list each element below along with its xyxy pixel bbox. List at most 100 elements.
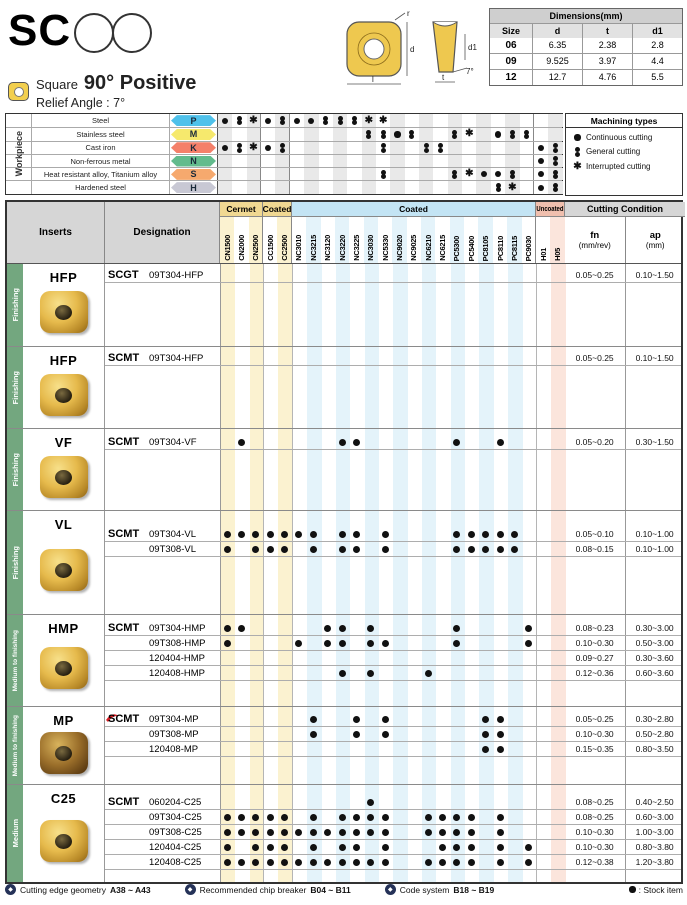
workpiece-material-label: Stainless steel (32, 128, 170, 141)
dimensions-table: Dimensions(mm) Size d t d1 06 6.35 2.38 2.8 09 9… (489, 8, 683, 86)
stock-dot-cell (450, 795, 464, 809)
stock-dot-cell (522, 712, 536, 726)
stock-dot-cell (249, 542, 263, 556)
stock-dot-cell (349, 666, 363, 680)
stock-dot-cell (550, 527, 564, 541)
workpiece-grade-cell (218, 154, 233, 168)
general-cutting-symbol (409, 129, 415, 140)
continuous-cutting-dot (238, 530, 246, 538)
insert-row: SCMT 09T304-MP 0.05~0.25 0.30~2.80 (105, 712, 681, 727)
stock-dot-cell (392, 268, 406, 282)
grade-column-header: NC9025 (407, 217, 421, 263)
grade-column-header: NC3220 (334, 217, 350, 263)
stock-dot-cell (277, 855, 291, 869)
insert-row: 09T308-C25 0.10~0.30 1.00~3.00 (105, 825, 681, 840)
stock-dot-cell (249, 795, 263, 809)
grade-name-label: NC3220 (337, 235, 347, 261)
designation-name: 09T308-MP (149, 728, 199, 740)
workpiece-grade-cell (361, 168, 376, 181)
stock-dot-cell (550, 351, 564, 365)
stock-dot-cell (421, 795, 435, 809)
continuous-cutting-dot (281, 858, 289, 866)
continuous-cutting-dot (265, 144, 272, 151)
stock-dot-cell (321, 825, 335, 839)
continuous-cutting-dot (223, 624, 231, 632)
continuous-cutting-dot (352, 545, 360, 553)
designation-prefix (105, 825, 149, 839)
continuous-cutting-dot (223, 813, 231, 821)
workpiece-grade-cell (447, 141, 463, 154)
workpiece-grade-cell (275, 154, 290, 168)
grade-name-label: PC8110 (495, 236, 505, 261)
designation-name: 120408-MP (149, 743, 199, 755)
workpiece-grade-cell (520, 181, 534, 194)
stock-dot-cell (522, 810, 536, 824)
grade-stripe (249, 615, 265, 706)
stock-dot-cell (306, 742, 320, 756)
workpiece-material-label: Cast iron (32, 141, 170, 154)
continuous-cutting-dot (295, 858, 303, 866)
stock-dot-cell (407, 712, 421, 726)
grade-stripe (307, 264, 322, 346)
grade-stripe (523, 785, 537, 882)
stock-dot-cell (392, 840, 406, 854)
designation-prefix (105, 542, 149, 556)
stock-dot-cell (349, 651, 363, 665)
ap-value: 1.20~3.80 (635, 857, 674, 867)
grade-stripe (364, 264, 379, 346)
workpiece-grade-cell (232, 114, 246, 127)
insert-info-cell: VF (23, 429, 105, 510)
workpiece-grade-cell (447, 181, 463, 194)
grade-group-header: Cermet (220, 202, 264, 217)
stock-dot-cell (550, 825, 564, 839)
continuous-cutting-dot (352, 813, 360, 821)
continuous-cutting-dot (352, 530, 360, 538)
stock-dot-cell (407, 636, 421, 650)
continuous-cutting-dot (223, 828, 231, 836)
interrupted-cutting-symbol: ✱ (465, 128, 474, 140)
inserts-table: Inserts Designation Cermet Coated Coated Un… (5, 200, 685, 884)
general-cutting-symbol (366, 129, 372, 140)
page-title: SC (8, 6, 72, 55)
label-l: l (372, 75, 374, 84)
workpiece-grade-cell (290, 168, 304, 180)
grade-stripes (220, 615, 566, 706)
stock-dot-cell (493, 825, 507, 839)
continuous-cutting-dot (453, 530, 461, 538)
stock-dot-cell (249, 268, 263, 282)
continuous-cutting-dot (324, 639, 332, 647)
stock-dot-cell (407, 795, 421, 809)
chip-breaker-name: HFP (49, 353, 78, 368)
stock-dot-cell (522, 727, 536, 741)
grade-name-label: PC5300 (452, 235, 462, 261)
workpiece-row: Non-ferrous metal N (6, 153, 563, 168)
stock-dot-cell (435, 268, 449, 282)
stock-dot-cell (249, 742, 263, 756)
stock-dot-cell (321, 742, 335, 756)
stock-dot-cell (522, 666, 536, 680)
workpiece-grade-cell (347, 168, 361, 180)
grade-stripe (364, 615, 379, 706)
stock-dot-cell (450, 666, 464, 680)
continuous-cutting-dot (537, 171, 545, 178)
stock-dot-cell (407, 527, 421, 541)
workpiece-grade-cell (433, 168, 447, 180)
stock-dot-cell (364, 795, 378, 809)
workpiece-grade-cell (376, 181, 390, 193)
stock-dot-cell (435, 542, 449, 556)
ap-value: 0.30~3.00 (635, 623, 674, 633)
stock-dot-cell (507, 268, 521, 282)
stock-dot-cell (220, 825, 234, 839)
workpiece-grade-cell (319, 114, 333, 127)
workpiece-grade-cell (218, 181, 233, 194)
grade-column-header: CC1500 (263, 217, 277, 263)
stock-dot-cell (536, 351, 550, 365)
stock-dot-cell (493, 542, 507, 556)
workpiece-grade-cell (261, 181, 275, 193)
workpiece-grade-cell (376, 168, 390, 180)
stock-dot-cell (364, 651, 378, 665)
grade-column-header: NC3215 (306, 217, 321, 263)
stock-dot-cell (478, 855, 492, 869)
designation-prefix (105, 742, 149, 756)
stock-dot-cell (536, 840, 550, 854)
